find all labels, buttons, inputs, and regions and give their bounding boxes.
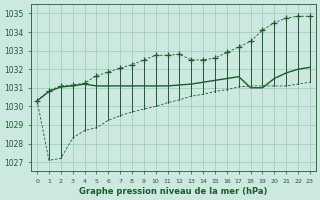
X-axis label: Graphe pression niveau de la mer (hPa): Graphe pression niveau de la mer (hPa) <box>79 187 268 196</box>
